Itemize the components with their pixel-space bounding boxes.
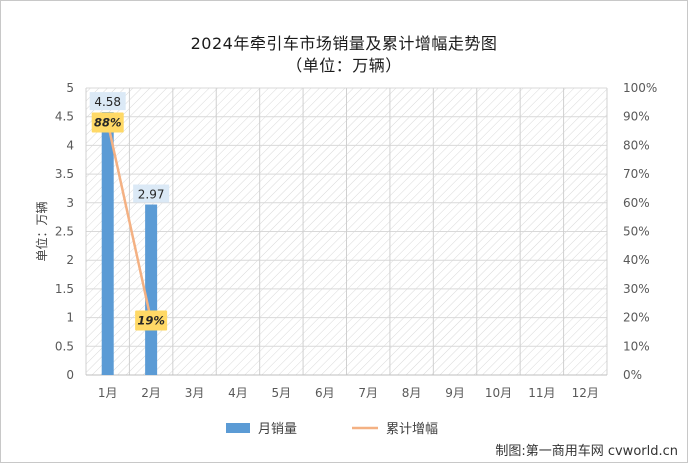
- y2-tick-label: 20%: [623, 311, 650, 325]
- y2-tick-label: 70%: [623, 167, 650, 181]
- y-tick-label: 5: [66, 81, 74, 95]
- y-tick-label: 3.5: [55, 167, 74, 181]
- line-label-box: [91, 112, 124, 133]
- y-tick-label: 0.5: [55, 339, 74, 353]
- series-line: [106, 122, 153, 321]
- x-tick-label: 7月: [358, 386, 378, 400]
- bar-label-box: [133, 184, 170, 203]
- legend-label-line: 累计增幅: [386, 422, 438, 437]
- y-tick-label: 3: [66, 196, 74, 210]
- y2-tick-label: 60%: [623, 196, 650, 210]
- bar-data-label: 2.97: [138, 188, 165, 202]
- line-data-label: 88%: [94, 115, 122, 129]
- y2-tick-label: 0%: [623, 368, 642, 382]
- y2-tick-label: 30%: [623, 282, 650, 296]
- y2-tick-label: 10%: [623, 339, 650, 353]
- x-tick-label: 12月: [572, 386, 599, 400]
- x-tick-label: 2月: [141, 386, 161, 400]
- bar: [101, 112, 114, 375]
- x-tick-label: 8月: [402, 386, 422, 400]
- line-data-label: 19%: [137, 313, 165, 327]
- line-label-box: [135, 310, 168, 331]
- bar-label-box: [89, 92, 126, 111]
- bar: [145, 204, 158, 375]
- y2-tick-label: 90%: [623, 110, 650, 124]
- y2-tick-label: 50%: [623, 225, 650, 239]
- x-tick-label: 4月: [228, 386, 248, 400]
- y-tick-label: 2: [66, 253, 74, 267]
- y2-tick-label: 80%: [623, 138, 650, 152]
- chart-subtitle: （单位：万辆）: [286, 56, 402, 75]
- bar-data-label: 4.58: [94, 95, 121, 109]
- x-tick-label: 9月: [445, 386, 465, 400]
- x-tick-label: 11月: [528, 386, 555, 400]
- y2-tick-label: 100%: [623, 81, 657, 95]
- y-tick-label: 2.5: [55, 225, 74, 239]
- chart-title: 2024年牵引车市场销量及累计增幅走势图: [190, 34, 498, 53]
- y-tick-label: 1: [66, 311, 74, 325]
- y2-tick-label: 40%: [623, 253, 650, 267]
- x-tick-label: 3月: [185, 386, 205, 400]
- y-tick-label: 4.5: [55, 110, 74, 124]
- x-tick-label: 1月: [98, 386, 118, 400]
- y-axis-title: 单位：万辆: [34, 201, 49, 261]
- legend-swatch-bar: [226, 423, 250, 433]
- legend-label-bar: 月销量: [258, 422, 297, 437]
- y-tick-label: 4: [66, 138, 74, 152]
- y-tick-label: 1.5: [55, 282, 74, 296]
- y-tick-label: 0: [66, 368, 74, 382]
- x-tick-label: 5月: [272, 386, 292, 400]
- x-tick-label: 6月: [315, 386, 335, 400]
- credit-text: 制图:第一商用车网 cvworld.cn: [495, 444, 678, 459]
- x-tick-label: 10月: [485, 386, 512, 400]
